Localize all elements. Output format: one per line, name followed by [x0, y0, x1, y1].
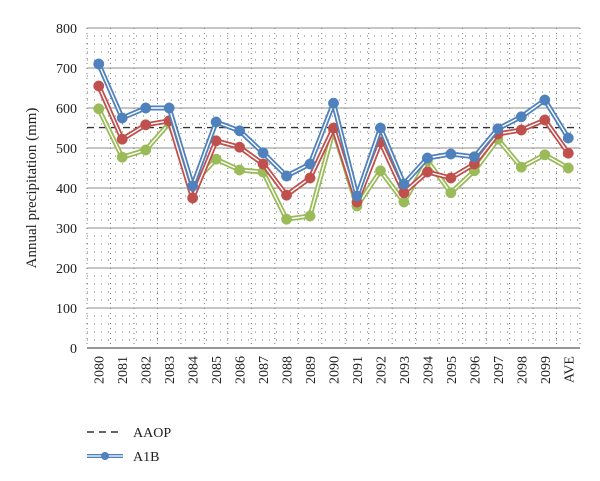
- a1b-point: [281, 170, 292, 182]
- grid: [86, 27, 581, 349]
- series-red-point: [515, 124, 527, 136]
- y-tick-label: 500: [56, 142, 77, 157]
- series-red-point: [445, 172, 457, 184]
- y-tick-label: 0: [70, 342, 77, 357]
- y-tick-label: 800: [56, 22, 77, 37]
- a1b-point: [234, 125, 246, 137]
- series-green-point: [562, 162, 574, 174]
- x-tick-label: 2090: [328, 356, 343, 384]
- x-tick-label: 2094: [421, 356, 436, 384]
- a1b-point: [445, 148, 457, 160]
- series-green-point: [116, 151, 128, 163]
- series-green-point: [445, 187, 457, 199]
- x-tick-label: 2087: [257, 356, 272, 384]
- series-red-point: [562, 147, 574, 159]
- series-red-point: [187, 192, 199, 204]
- axes: 0 100 200 300 400 500 600 700 800 2080 2081 2082 208…: [56, 22, 580, 384]
- series-green-point: [515, 161, 527, 173]
- a1b-point: [375, 122, 386, 134]
- a1b-point: [187, 180, 199, 192]
- series-green-point: [281, 213, 292, 225]
- a1b-point: [93, 58, 105, 70]
- y-tick-label: 300: [56, 222, 77, 237]
- legend-a1b-label: A1B: [133, 450, 159, 465]
- series-red-point: [257, 158, 269, 170]
- x-tick-label: 2096: [468, 356, 483, 384]
- series-green-point: [304, 210, 316, 222]
- series-group: [93, 58, 574, 225]
- legend-aaop-label: AAOP: [133, 426, 171, 441]
- a1b-point: [562, 132, 574, 144]
- series-red-point: [421, 166, 433, 178]
- series-green-point: [398, 196, 410, 208]
- x-tick-label: 2093: [398, 356, 413, 384]
- legend-a1b-marker: [101, 452, 109, 460]
- y-tick-label: 600: [56, 102, 77, 117]
- x-tick-label: 2086: [234, 356, 249, 384]
- x-tick-label: 2095: [445, 356, 460, 384]
- x-tick-label: 2097: [492, 356, 507, 384]
- x-tick-label: 2081: [116, 356, 131, 384]
- series-red-point: [116, 133, 128, 145]
- a1b-point: [492, 123, 504, 135]
- a1b-point: [304, 158, 316, 170]
- a1b-point: [163, 102, 175, 114]
- a1b-point: [515, 111, 527, 123]
- x-tick-label: 2082: [140, 356, 155, 384]
- legend: AAOP A1B: [87, 426, 171, 465]
- a1b-point: [421, 152, 433, 164]
- series-green-point: [375, 165, 386, 177]
- a1b-point: [140, 102, 152, 114]
- x-tick-label: 2083: [163, 356, 178, 384]
- series-green-point: [140, 144, 152, 156]
- x-tick-label: 2099: [539, 356, 554, 384]
- x-tick-label: 2084: [187, 356, 202, 384]
- series-green-point: [539, 149, 551, 161]
- y-tick-label: 400: [56, 182, 77, 197]
- x-tick-label: 2092: [374, 356, 389, 384]
- series-red-point: [140, 119, 152, 131]
- a1b-point: [328, 97, 339, 109]
- x-tick-label: 2080: [93, 356, 108, 384]
- y-tick-label: 100: [56, 302, 77, 317]
- series-green-point: [234, 164, 246, 176]
- series-red-point: [93, 80, 105, 92]
- x-tick-label: AVE: [562, 356, 577, 383]
- a1b-point: [539, 94, 551, 106]
- x-tick-label: 2098: [515, 356, 530, 384]
- y-tick-label: 200: [56, 262, 77, 277]
- a1b-point: [257, 147, 269, 159]
- a1b-point: [468, 151, 480, 163]
- x-tick-label: 2089: [304, 356, 319, 384]
- a1b-point: [351, 190, 363, 202]
- y-tick-label: 700: [56, 62, 77, 77]
- a1b-point: [116, 112, 128, 124]
- x-tick-label: 2088: [281, 356, 296, 384]
- series-green-point: [93, 103, 105, 115]
- series-red-point: [304, 172, 316, 184]
- a1b-point: [398, 178, 410, 190]
- x-tick-label: 2091: [351, 356, 366, 384]
- x-tick-label: 2085: [210, 356, 225, 384]
- series-red-point: [234, 141, 246, 153]
- series-red-point: [539, 114, 551, 126]
- y-axis-label: Annual precipitation (mm): [24, 108, 40, 269]
- a1b-point: [210, 116, 222, 128]
- series-red-point: [281, 189, 292, 201]
